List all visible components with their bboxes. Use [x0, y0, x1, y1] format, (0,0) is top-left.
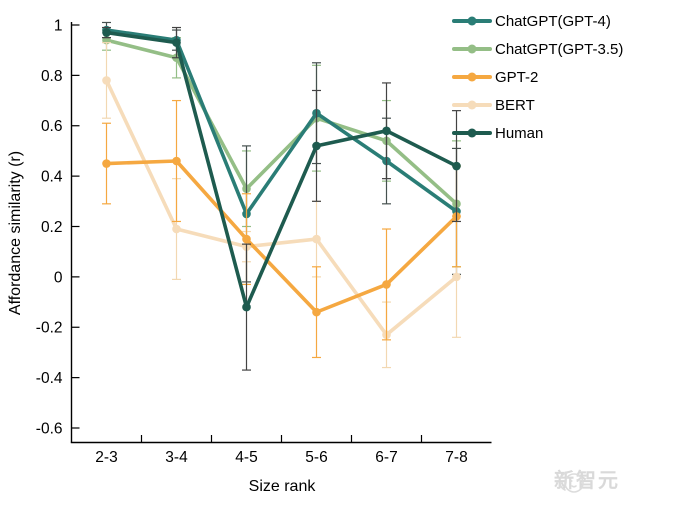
- data-point-gpt2-4-5: [242, 234, 251, 244]
- data-point-human-2-3: [102, 28, 111, 37]
- legend-item-bert: BERT: [452, 91, 623, 119]
- x-axis-title: Size rank: [248, 478, 316, 495]
- data-point-gpt2-2-3: [102, 159, 111, 168]
- watermark: 新智元: [554, 464, 620, 493]
- data-point-gpt2-5-6: [312, 307, 321, 317]
- y-tick-label: 0.6: [41, 118, 63, 135]
- x-tick-label: 4-5: [235, 449, 257, 466]
- series-chatgpt-gpt35: [102, 29, 461, 268]
- y-tick-label: 0.4: [41, 169, 63, 186]
- legend-label-chatgpt-gpt35: ChatGPT(GPT-3.5): [495, 40, 624, 58]
- legend-label-chatgpt-gpt4: ChatGPT(GPT-4): [495, 12, 611, 30]
- y-tick-label: -0.6: [36, 420, 63, 437]
- y-tick-label: 0.2: [41, 219, 63, 236]
- brand-icon: [559, 472, 584, 493]
- data-point-human-5-6: [312, 141, 321, 151]
- legend-marker-icon: [467, 128, 477, 138]
- x-tick-label: 5-6: [305, 449, 327, 466]
- data-point-bert-5-6: [312, 234, 321, 244]
- x-tick-label: 3-4: [165, 449, 188, 466]
- data-point-bert-3-4: [172, 224, 181, 234]
- x-tick-label: 2-3: [95, 449, 117, 466]
- legend-marker-icon: [467, 72, 477, 82]
- data-point-gpt2-3-4: [172, 156, 181, 166]
- series-line-chatgpt-gpt4: [104, 28, 459, 216]
- series-line-human: [104, 30, 459, 309]
- legend-item-human: Human: [452, 119, 623, 147]
- legend-item-chatgpt-gpt35: ChatGPT(GPT-3.5): [452, 35, 623, 63]
- legend-item-chatgpt-gpt4: ChatGPT(GPT-4): [452, 7, 623, 35]
- y-tick-label: 0.8: [41, 68, 63, 85]
- series-bert: [102, 42, 461, 369]
- series-line-gpt2: [104, 159, 459, 314]
- data-point-gpt2-6-7: [382, 280, 391, 289]
- legend-label-human: Human: [495, 124, 544, 142]
- x-tick-label: 6-7: [375, 449, 397, 466]
- y-tick-label: -0.4: [36, 370, 63, 387]
- legend-item-gpt2: GPT-2: [452, 63, 623, 91]
- data-point-human-3-4: [172, 38, 181, 47]
- data-point-human-4-5: [242, 302, 251, 312]
- legend-label-bert: BERT: [495, 96, 535, 114]
- legend-marker-icon: [467, 44, 477, 54]
- legend-marker-icon: [467, 16, 477, 26]
- legend: ChatGPT(GPT-4) ChatGPT(GPT-3.5) GPT-2 BERT H…: [452, 7, 623, 147]
- legend-swatch-human: [452, 128, 492, 138]
- y-tick-label: -0.2: [36, 320, 63, 337]
- legend-swatch-bert: [452, 100, 492, 110]
- legend-marker-icon: [467, 100, 477, 110]
- data-point-bert-2-3: [102, 76, 111, 85]
- legend-swatch-chatgpt-gpt35: [452, 44, 492, 54]
- y-tick-label: 1: [54, 17, 63, 34]
- data-point-bert-7-8: [452, 272, 461, 282]
- y-tick-label: 0: [54, 269, 63, 286]
- legend-swatch-chatgpt-gpt4: [452, 16, 492, 26]
- series-human: [102, 26, 461, 371]
- y-axis-title: Affordance similarity (r): [7, 150, 24, 316]
- x-tick-label: 7-8: [445, 449, 467, 466]
- data-point-human-6-7: [382, 126, 391, 136]
- legend-swatch-gpt2: [452, 72, 492, 82]
- series-line-bert: [104, 78, 459, 337]
- legend-label-gpt2: GPT-2: [495, 68, 539, 86]
- series-line-chatgpt-gpt35: [104, 38, 459, 206]
- data-point-human-7-8: [452, 161, 461, 171]
